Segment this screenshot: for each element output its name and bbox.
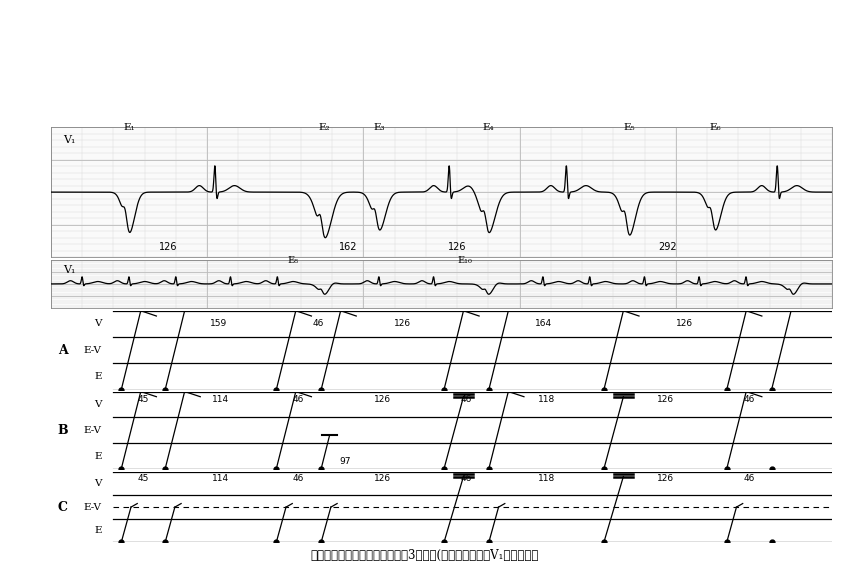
Text: 46: 46 [312,319,324,328]
Text: 46: 46 [293,394,305,403]
Text: 126: 126 [374,473,391,483]
Text: E₃: E₃ [374,123,385,132]
Text: 46: 46 [744,394,755,403]
Text: 126: 126 [657,394,674,403]
Text: 159: 159 [210,319,227,328]
Text: B: B [58,424,68,437]
Text: E: E [94,372,102,381]
Text: 45: 45 [138,394,149,403]
Text: V₁: V₁ [63,264,75,275]
Text: 114: 114 [212,473,229,483]
Text: 126: 126 [393,319,411,328]
Text: E₆: E₆ [709,123,721,132]
Text: 164: 164 [535,319,552,328]
Text: V₁: V₁ [63,135,75,145]
Text: E: E [94,526,102,535]
Text: E: E [94,451,102,460]
Text: E-V: E-V [84,503,102,511]
Text: 126: 126 [657,473,674,483]
Text: E₈: E₈ [288,256,299,264]
Text: 46: 46 [744,473,755,483]
Text: 室性并行心律伴并行灶周围传导3种可能(梯形图解按上行V₁导联绘制）: 室性并行心律伴并行灶周围传导3种可能(梯形图解按上行V₁导联绘制） [311,549,538,562]
Text: E₁₀: E₁₀ [458,256,472,264]
Text: 292: 292 [659,242,678,251]
Text: 118: 118 [537,394,555,403]
Text: A: A [58,344,68,357]
Text: E₅: E₅ [623,123,635,132]
Text: 45: 45 [138,473,149,483]
Text: 118: 118 [537,473,555,483]
Text: E₄: E₄ [482,123,494,132]
Text: 46: 46 [461,394,472,403]
Text: E-V: E-V [84,346,102,355]
Text: 114: 114 [212,394,229,403]
Text: E₁: E₁ [123,123,135,132]
Text: 126: 126 [677,319,694,328]
Text: 46: 46 [461,473,472,483]
Text: 162: 162 [339,242,357,251]
Text: C: C [58,501,68,514]
Text: V: V [94,319,102,328]
Text: 46: 46 [293,473,305,483]
Text: E-V: E-V [84,426,102,434]
Text: 126: 126 [159,242,177,251]
Text: V: V [94,479,102,488]
Text: 126: 126 [448,242,466,251]
Text: V: V [94,400,102,409]
Text: 97: 97 [340,457,351,466]
Text: E₂: E₂ [318,123,330,132]
Text: 126: 126 [374,394,391,403]
